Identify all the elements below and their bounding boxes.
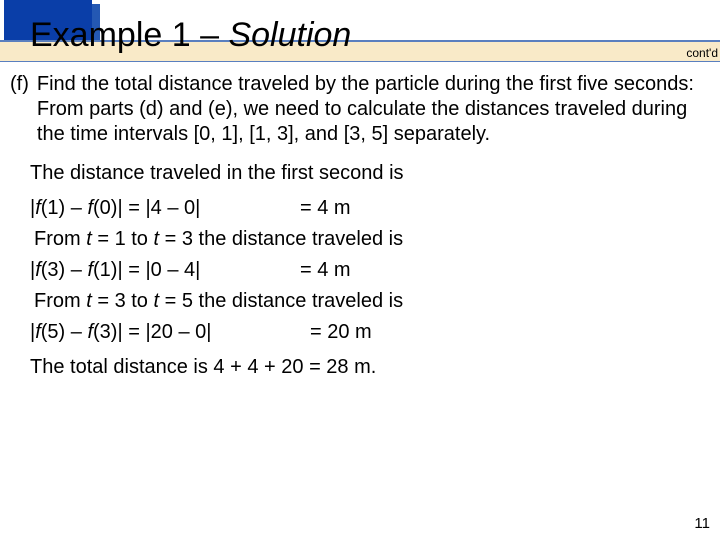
- page-number: 11: [694, 515, 710, 532]
- eq3-right: = 20 m: [310, 320, 372, 345]
- eq1-right: = 4 m: [300, 196, 351, 221]
- part-f-label: (f): [10, 72, 29, 147]
- title-italic: Solution: [228, 16, 351, 54]
- equation-1: |f(1) – f(0)| = |4 – 0| = 4 m: [30, 196, 710, 221]
- eq2-c: (3) –: [41, 259, 88, 281]
- total-line: The total distance is 4 + 4 + 20 = 28 m.: [30, 355, 710, 380]
- title-plain: Example 1 –: [30, 16, 228, 54]
- from2-e: = 5 the distance traveled is: [159, 290, 403, 312]
- part-f-text: Find the total distance traveled by the …: [37, 72, 710, 147]
- page-title: Example 1 – Solution: [30, 16, 351, 55]
- from2-a: From: [34, 290, 86, 312]
- from2-c: = 3 to: [92, 290, 154, 312]
- equation-3: |f(5) – f(3)| = |20 – 0| = 20 m: [30, 320, 710, 345]
- part-f-block: (f) Find the total distance traveled by …: [10, 72, 710, 147]
- from1-a: From: [34, 228, 86, 250]
- from1-e: = 3 the distance traveled is: [159, 228, 403, 250]
- eq2-right: = 4 m: [300, 258, 351, 283]
- eq1-c: (1) –: [41, 197, 88, 219]
- slide-header: Example 1 – Solution cont'd: [0, 0, 720, 66]
- eq2-e: (1)| = |0 – 4|: [93, 259, 200, 281]
- eq1-e: (0)| = |4 – 0|: [93, 197, 200, 219]
- equation-2: |f(3) – f(1)| = |0 – 4| = 4 m: [30, 258, 710, 283]
- eq3-c: (5) –: [41, 321, 88, 343]
- from1-c: = 1 to: [92, 228, 154, 250]
- line-intro-1: The distance traveled in the first secon…: [30, 161, 710, 186]
- from-line-1: From t = 1 to t = 3 the distance travele…: [34, 227, 710, 252]
- slide-body: (f) Find the total distance traveled by …: [0, 66, 720, 380]
- eq3-e: (3)| = |20 – 0|: [93, 321, 211, 343]
- from-line-2: From t = 3 to t = 5 the distance travele…: [34, 289, 710, 314]
- continued-label: cont'd: [686, 46, 718, 60]
